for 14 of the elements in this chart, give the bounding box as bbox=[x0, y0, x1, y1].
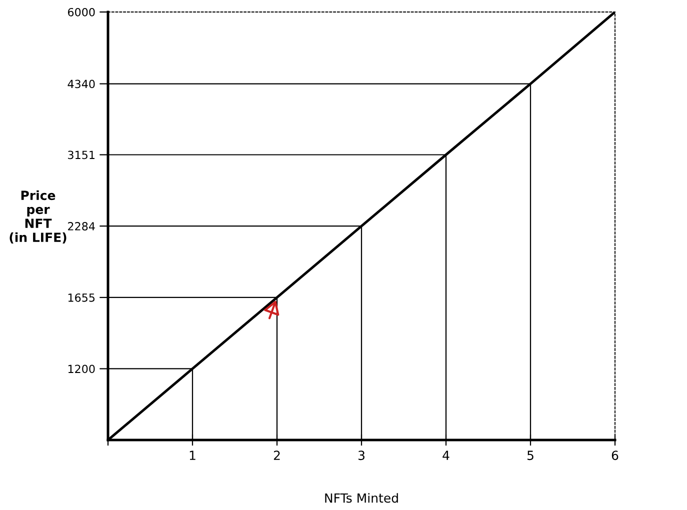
x-tick-label: 6 bbox=[612, 450, 618, 460]
y-tick-label: 2284 bbox=[68, 222, 95, 230]
y-tick-label: 1655 bbox=[68, 293, 95, 302]
y-tick-label: 3151 bbox=[68, 150, 94, 160]
y-axis-title: Price per NFT (in LIFE) bbox=[10, 190, 66, 244]
y-tick-label: 4340 bbox=[68, 80, 95, 88]
x-tick-label: 4 bbox=[442, 450, 450, 460]
y-tick-label: 6000 bbox=[68, 8, 95, 16]
x-tick-label: 2 bbox=[274, 450, 280, 460]
x-tick-label: 3 bbox=[358, 450, 364, 460]
x-axis-title: NFTs Minted bbox=[325, 493, 398, 503]
x-tick-label: 1 bbox=[190, 450, 196, 460]
y-tick-label: 1200 bbox=[68, 364, 95, 374]
x-tick-label: 5 bbox=[527, 450, 534, 460]
